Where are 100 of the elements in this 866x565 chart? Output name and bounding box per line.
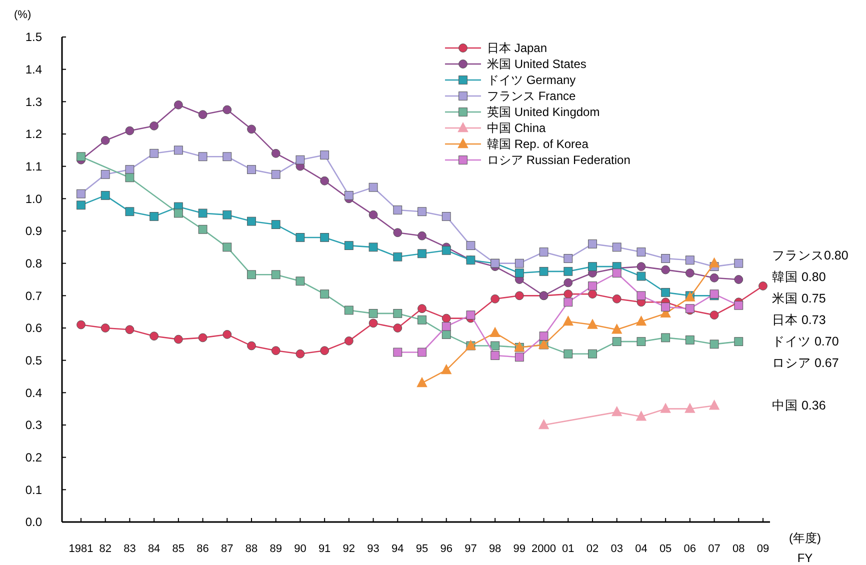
text: フランス0.80 [772, 248, 848, 262]
point [661, 265, 670, 274]
x-tick-label: 92 [342, 543, 356, 555]
point [76, 320, 86, 330]
legend-label: 日本 Japan [487, 41, 548, 56]
x-tick-label: 98 [488, 543, 502, 555]
point [76, 152, 86, 162]
x-tick-label: 90 [294, 543, 306, 555]
y-tick-label: 0.6 [25, 321, 42, 336]
point [514, 258, 524, 268]
y-tick-label: 1.4 [25, 62, 42, 77]
point [393, 228, 402, 238]
point [636, 316, 646, 326]
point [222, 242, 232, 252]
point [734, 275, 744, 284]
point [612, 268, 622, 278]
point [100, 324, 110, 332]
point [271, 148, 280, 158]
x-axis-title: (年度) FY [789, 531, 821, 565]
point [709, 400, 720, 410]
point [320, 150, 330, 160]
text: 中国 0.36 [772, 398, 826, 412]
point [636, 262, 646, 272]
x-tick-label: 89 [270, 543, 282, 555]
x-tick-label: 2000 [532, 543, 556, 555]
point [76, 200, 86, 210]
y-tick-label: 0.4 [25, 386, 42, 400]
x-tick-label: 97 [464, 543, 477, 555]
point [174, 334, 183, 344]
point [368, 182, 378, 192]
point [150, 121, 159, 130]
x-tick-label: 01 [562, 543, 574, 555]
y-tick-label: 0.3 [25, 418, 42, 432]
point [320, 233, 330, 242]
point [564, 298, 573, 307]
point [150, 148, 159, 158]
point [710, 310, 719, 320]
legend-label: 韓国 Rep. of Korea [487, 137, 589, 152]
point [198, 224, 208, 234]
point [125, 325, 134, 334]
text: 日本 0.73 [772, 312, 826, 327]
point [758, 282, 768, 290]
point [466, 310, 476, 320]
point [125, 207, 134, 216]
point [588, 349, 597, 358]
y-tick-label: 1.1 [25, 160, 42, 174]
point [612, 242, 622, 252]
x-tick-label: 04 [635, 543, 648, 555]
point [198, 208, 208, 218]
point [125, 126, 134, 136]
point [296, 276, 305, 286]
legend-label: 英国 United Kingdom [487, 105, 600, 120]
point [636, 248, 646, 256]
y-tick-label: 0.1 [25, 482, 42, 497]
y-axis-title: (%) [14, 9, 32, 21]
x-tick-label: 95 [416, 543, 428, 555]
point [368, 318, 378, 328]
point [490, 351, 500, 360]
point [612, 406, 622, 416]
x-tick-label: 86 [196, 543, 209, 555]
point [247, 216, 256, 226]
y-tick-label: 0.0 [25, 515, 42, 530]
x-tick-label: 08 [732, 543, 745, 555]
point [247, 341, 256, 350]
point [442, 330, 451, 339]
point [514, 268, 524, 278]
point [710, 340, 719, 349]
point [296, 233, 305, 242]
point [174, 146, 183, 155]
y-tick-label: 0.8 [25, 256, 42, 271]
point [393, 309, 402, 318]
point [442, 212, 451, 221]
y-tick-label: 1.2 [25, 127, 42, 142]
x-tick-label: 06 [684, 543, 696, 555]
point [636, 337, 646, 346]
point [539, 266, 548, 276]
point [198, 152, 208, 162]
point [344, 336, 354, 346]
point [222, 330, 232, 339]
point [393, 348, 402, 357]
point [198, 110, 208, 120]
point [393, 206, 402, 214]
point [661, 302, 670, 312]
point [247, 124, 256, 134]
text: 米国 0.75 [772, 291, 826, 306]
point [271, 270, 280, 280]
point [564, 254, 573, 263]
point [247, 165, 256, 174]
point [418, 315, 426, 324]
point [661, 333, 670, 342]
point [76, 189, 86, 198]
x-tick-label: 07 [708, 543, 720, 555]
point [222, 105, 232, 114]
point [418, 304, 426, 314]
point [418, 231, 426, 240]
point [636, 410, 646, 421]
point [418, 207, 426, 216]
point [539, 332, 548, 341]
x-tick-label: 96 [440, 543, 452, 555]
point [222, 210, 232, 220]
